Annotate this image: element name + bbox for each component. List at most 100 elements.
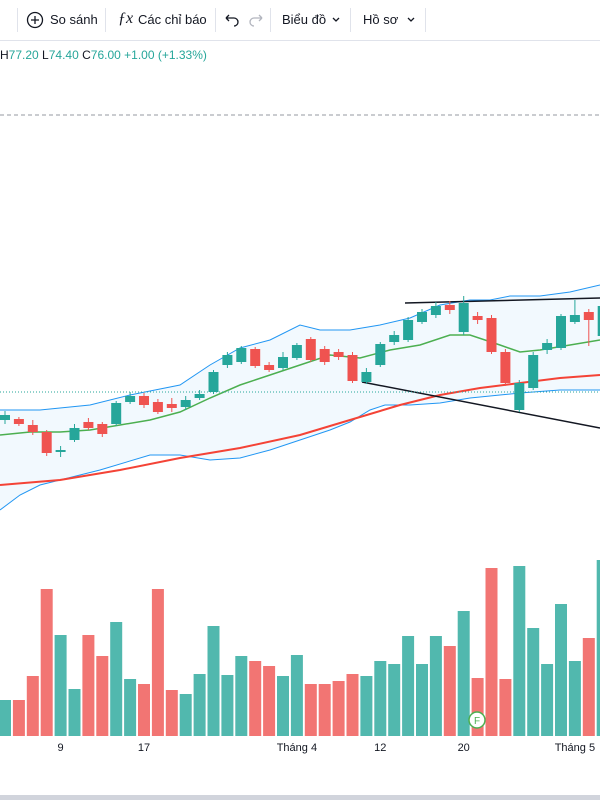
volume-bar <box>527 628 540 736</box>
volume-bar <box>40 589 53 736</box>
middle-average <box>0 334 600 436</box>
volume-bar <box>277 676 289 736</box>
volume-bar <box>235 656 248 736</box>
volume <box>0 560 600 736</box>
candle-body <box>222 355 233 365</box>
volume-bar <box>82 635 95 736</box>
candle-body <box>472 316 483 320</box>
candle-body <box>444 305 455 310</box>
candle-body <box>305 339 316 360</box>
x-tick-label: Tháng 4 <box>277 742 317 754</box>
candle-body <box>27 425 38 432</box>
compare-icon[interactable] <box>26 11 44 29</box>
volume-bar <box>471 678 484 736</box>
volume-bar <box>555 604 567 736</box>
volume-bar <box>346 674 359 736</box>
candle-body <box>375 344 386 365</box>
volume-bar <box>513 566 526 736</box>
fx-icon[interactable]: ƒx <box>118 10 134 27</box>
volume-bar <box>179 694 192 736</box>
candle-body <box>166 404 177 408</box>
volume-bar <box>0 700 11 736</box>
candle-body <box>361 372 372 382</box>
candle-body <box>97 424 108 434</box>
legend-value: 74.40 <box>48 48 79 62</box>
candle-body <box>278 357 288 368</box>
candle-body <box>152 402 163 412</box>
candle-body <box>486 318 497 352</box>
candle-body <box>139 396 149 405</box>
band-fill <box>0 285 600 510</box>
x-tick-label: 9 <box>58 742 64 754</box>
volume-bar <box>499 679 512 736</box>
volume-bar <box>26 676 39 736</box>
candle-body <box>0 415 10 420</box>
volume-bar <box>124 679 137 736</box>
candle-body <box>347 355 358 381</box>
candle-body <box>55 450 66 452</box>
candle-body <box>180 400 191 407</box>
trend-line <box>404 297 600 304</box>
separator <box>215 8 216 32</box>
event-marker-label: F <box>474 716 480 727</box>
candle-body <box>569 315 580 322</box>
candle-body <box>13 419 24 424</box>
candle-body <box>500 352 511 383</box>
candle-body <box>528 355 539 388</box>
volume-bar <box>138 684 150 736</box>
x-tick-label: 12 <box>374 742 386 754</box>
separator <box>270 8 271 32</box>
volume-bar <box>193 674 206 736</box>
candle-body <box>69 428 80 440</box>
volume-bar <box>110 622 123 736</box>
volume-bar <box>443 646 456 736</box>
candle-body <box>194 394 205 398</box>
candle-body <box>417 312 427 322</box>
x-tick-label: Tháng 5 <box>555 742 595 754</box>
candle-body <box>111 403 122 424</box>
trend-line <box>361 381 600 429</box>
legend-value: 76.00 <box>90 48 121 62</box>
compare-button[interactable]: So sánh <box>50 12 98 27</box>
candle-body <box>264 365 275 370</box>
candle-body <box>83 422 94 428</box>
separator <box>105 8 106 32</box>
chart-menu[interactable]: Biểu đồ <box>282 12 327 27</box>
candle-body <box>458 303 469 332</box>
volume-bar <box>12 700 25 736</box>
candle-body <box>291 345 302 358</box>
candle-body <box>583 312 594 320</box>
volume-bar <box>68 689 81 736</box>
candle-body <box>430 306 441 315</box>
x-tick-label: 17 <box>138 742 150 754</box>
candle-body <box>556 316 566 348</box>
ohlc-legend: H77.20 L74.40 C76.00 +1.00 (+1.33%) <box>0 48 207 62</box>
undo-redo[interactable] <box>222 12 266 28</box>
long-average <box>0 374 600 486</box>
separator <box>425 8 426 32</box>
indicators-button[interactable]: Các chỉ báo <box>138 12 207 27</box>
volume-bar <box>568 661 581 736</box>
candle-body <box>125 396 136 402</box>
profile-menu[interactable]: Hồ sơ <box>363 12 399 27</box>
volume-bar <box>165 690 178 736</box>
volume-bar <box>54 635 67 736</box>
chevron <box>332 17 340 22</box>
separator <box>17 8 18 32</box>
event-marker <box>468 711 486 729</box>
toolbar: So sánh ƒx Các chỉ báo Biểu đồ Hồ sơ <box>0 0 600 41</box>
volume-bar <box>388 664 401 736</box>
volume-bar <box>541 664 554 736</box>
volume-bar <box>429 636 442 736</box>
volume-bar <box>221 675 234 736</box>
x-tick-label: 20 <box>458 742 470 754</box>
volume-bar <box>457 611 470 736</box>
volume-bar <box>304 684 317 736</box>
candle-body <box>319 349 330 362</box>
volume-bar <box>318 684 331 736</box>
candles <box>0 296 600 457</box>
volume-bar <box>249 661 262 736</box>
separator <box>350 8 351 32</box>
volume-bar <box>416 664 428 736</box>
